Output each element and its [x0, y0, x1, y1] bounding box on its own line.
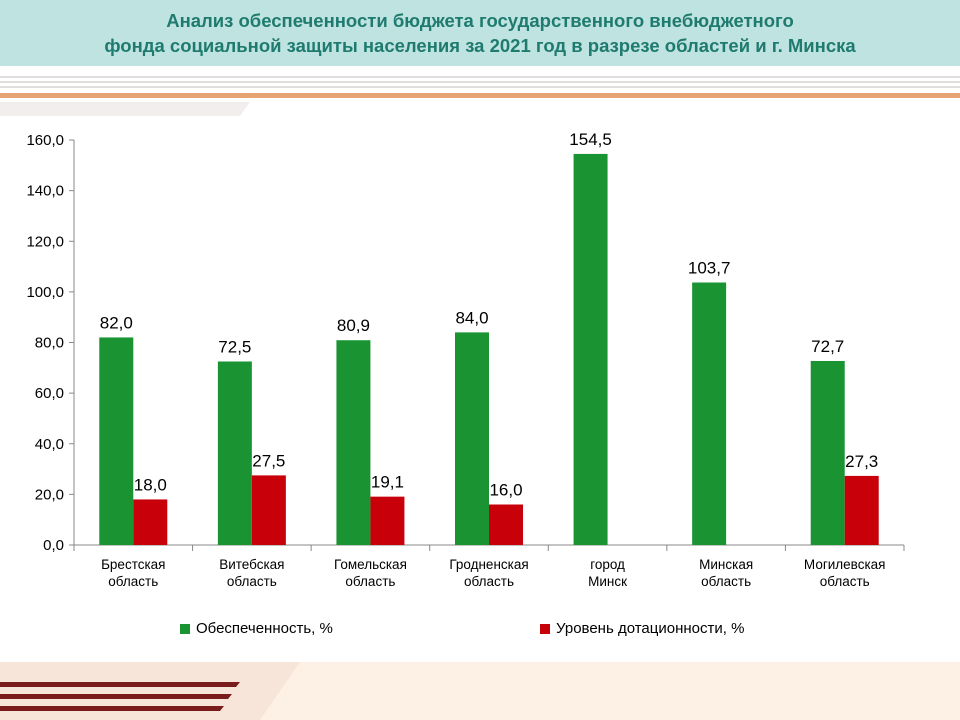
data-label: 84,0	[455, 308, 488, 327]
x-tick-label: область	[345, 574, 395, 589]
bar-obespechennost	[99, 337, 134, 545]
y-tick-label: 20,0	[35, 486, 64, 503]
y-tick-label: 60,0	[35, 385, 64, 402]
data-label: 72,5	[218, 337, 251, 356]
legend-label: Уровень дотационности, %	[556, 620, 745, 637]
legend-item-obespechennost: Обеспеченность, %	[180, 620, 333, 637]
title-line-2: фонда социальной защиты населения за 202…	[104, 35, 856, 56]
bar-obespechennost	[336, 340, 371, 545]
y-tick-label: 0,0	[43, 537, 64, 554]
x-tick-label: область	[108, 574, 158, 589]
data-label: 80,9	[337, 316, 370, 335]
x-tick-label: Витебская	[219, 557, 284, 572]
bar-dotatsionnost	[844, 475, 879, 545]
x-tick-label: Гродненская	[449, 557, 528, 572]
y-tick-label: 140,0	[26, 183, 64, 200]
legend-item-dotatsionnost: Уровень дотационности, %	[540, 620, 744, 637]
chart-legend: Обеспеченность, % Уровень дотационности,…	[0, 620, 960, 644]
data-label: 18,0	[134, 475, 167, 494]
data-label: 82,0	[100, 313, 133, 332]
decorative-stripes	[0, 76, 960, 116]
x-tick-label: Могилевская	[804, 557, 886, 572]
x-tick-label: область	[820, 574, 870, 589]
y-tick-label: 120,0	[26, 233, 64, 250]
header-band: Анализ обеспеченности бюджета государств…	[0, 0, 960, 66]
footer-decoration	[0, 662, 960, 720]
data-label: 154,5	[569, 130, 612, 149]
bar-obespechennost	[810, 360, 845, 545]
y-tick-label: 40,0	[35, 436, 64, 453]
x-tick-label: Гомельская	[334, 557, 407, 572]
x-tick-label: область	[701, 574, 751, 589]
x-tick-label: Брестская	[101, 557, 165, 572]
bar-dotatsionnost	[133, 499, 168, 545]
bar-dotatsionnost	[251, 475, 286, 545]
x-tick-label: Минская	[699, 557, 753, 572]
bar-dotatsionnost	[489, 504, 523, 545]
legend-swatch-red	[540, 623, 550, 634]
y-tick-label: 160,0	[26, 132, 64, 149]
data-label: 16,0	[489, 481, 522, 500]
page-title: Анализ обеспеченности бюджета государств…	[0, 8, 960, 58]
title-line-1: Анализ обеспеченности бюджета государств…	[166, 10, 794, 31]
data-label: 103,7	[688, 259, 731, 278]
bar-chart: 0,0 20,0 40,0 60,0 80,0 100,0 120,0 140,0 160,0 Б…	[26, 130, 905, 589]
x-tick-label: область	[227, 574, 277, 589]
x-tick-label: область	[464, 574, 514, 589]
data-label: 19,1	[371, 473, 404, 492]
legend-swatch-green	[180, 623, 190, 634]
data-label: 27,5	[252, 451, 285, 470]
bar-obespechennost	[573, 153, 608, 545]
x-tick-label: Минск	[588, 574, 627, 589]
data-label: 27,3	[845, 452, 878, 471]
bar-obespechennost	[217, 361, 252, 545]
bar-obespechennost	[692, 282, 727, 545]
data-label: 72,7	[811, 337, 844, 356]
bar-obespechennost	[455, 332, 489, 545]
x-tick-label: город	[590, 557, 625, 572]
legend-label: Обеспеченность, %	[196, 620, 333, 637]
bar-dotatsionnost	[370, 496, 405, 545]
y-tick-label: 100,0	[26, 284, 64, 301]
y-tick-label: 80,0	[35, 335, 64, 352]
